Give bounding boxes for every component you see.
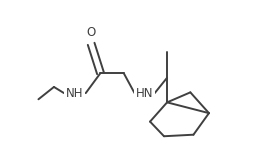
Text: HN: HN bbox=[136, 87, 153, 100]
Text: O: O bbox=[86, 26, 96, 39]
Text: NH: NH bbox=[66, 87, 84, 100]
